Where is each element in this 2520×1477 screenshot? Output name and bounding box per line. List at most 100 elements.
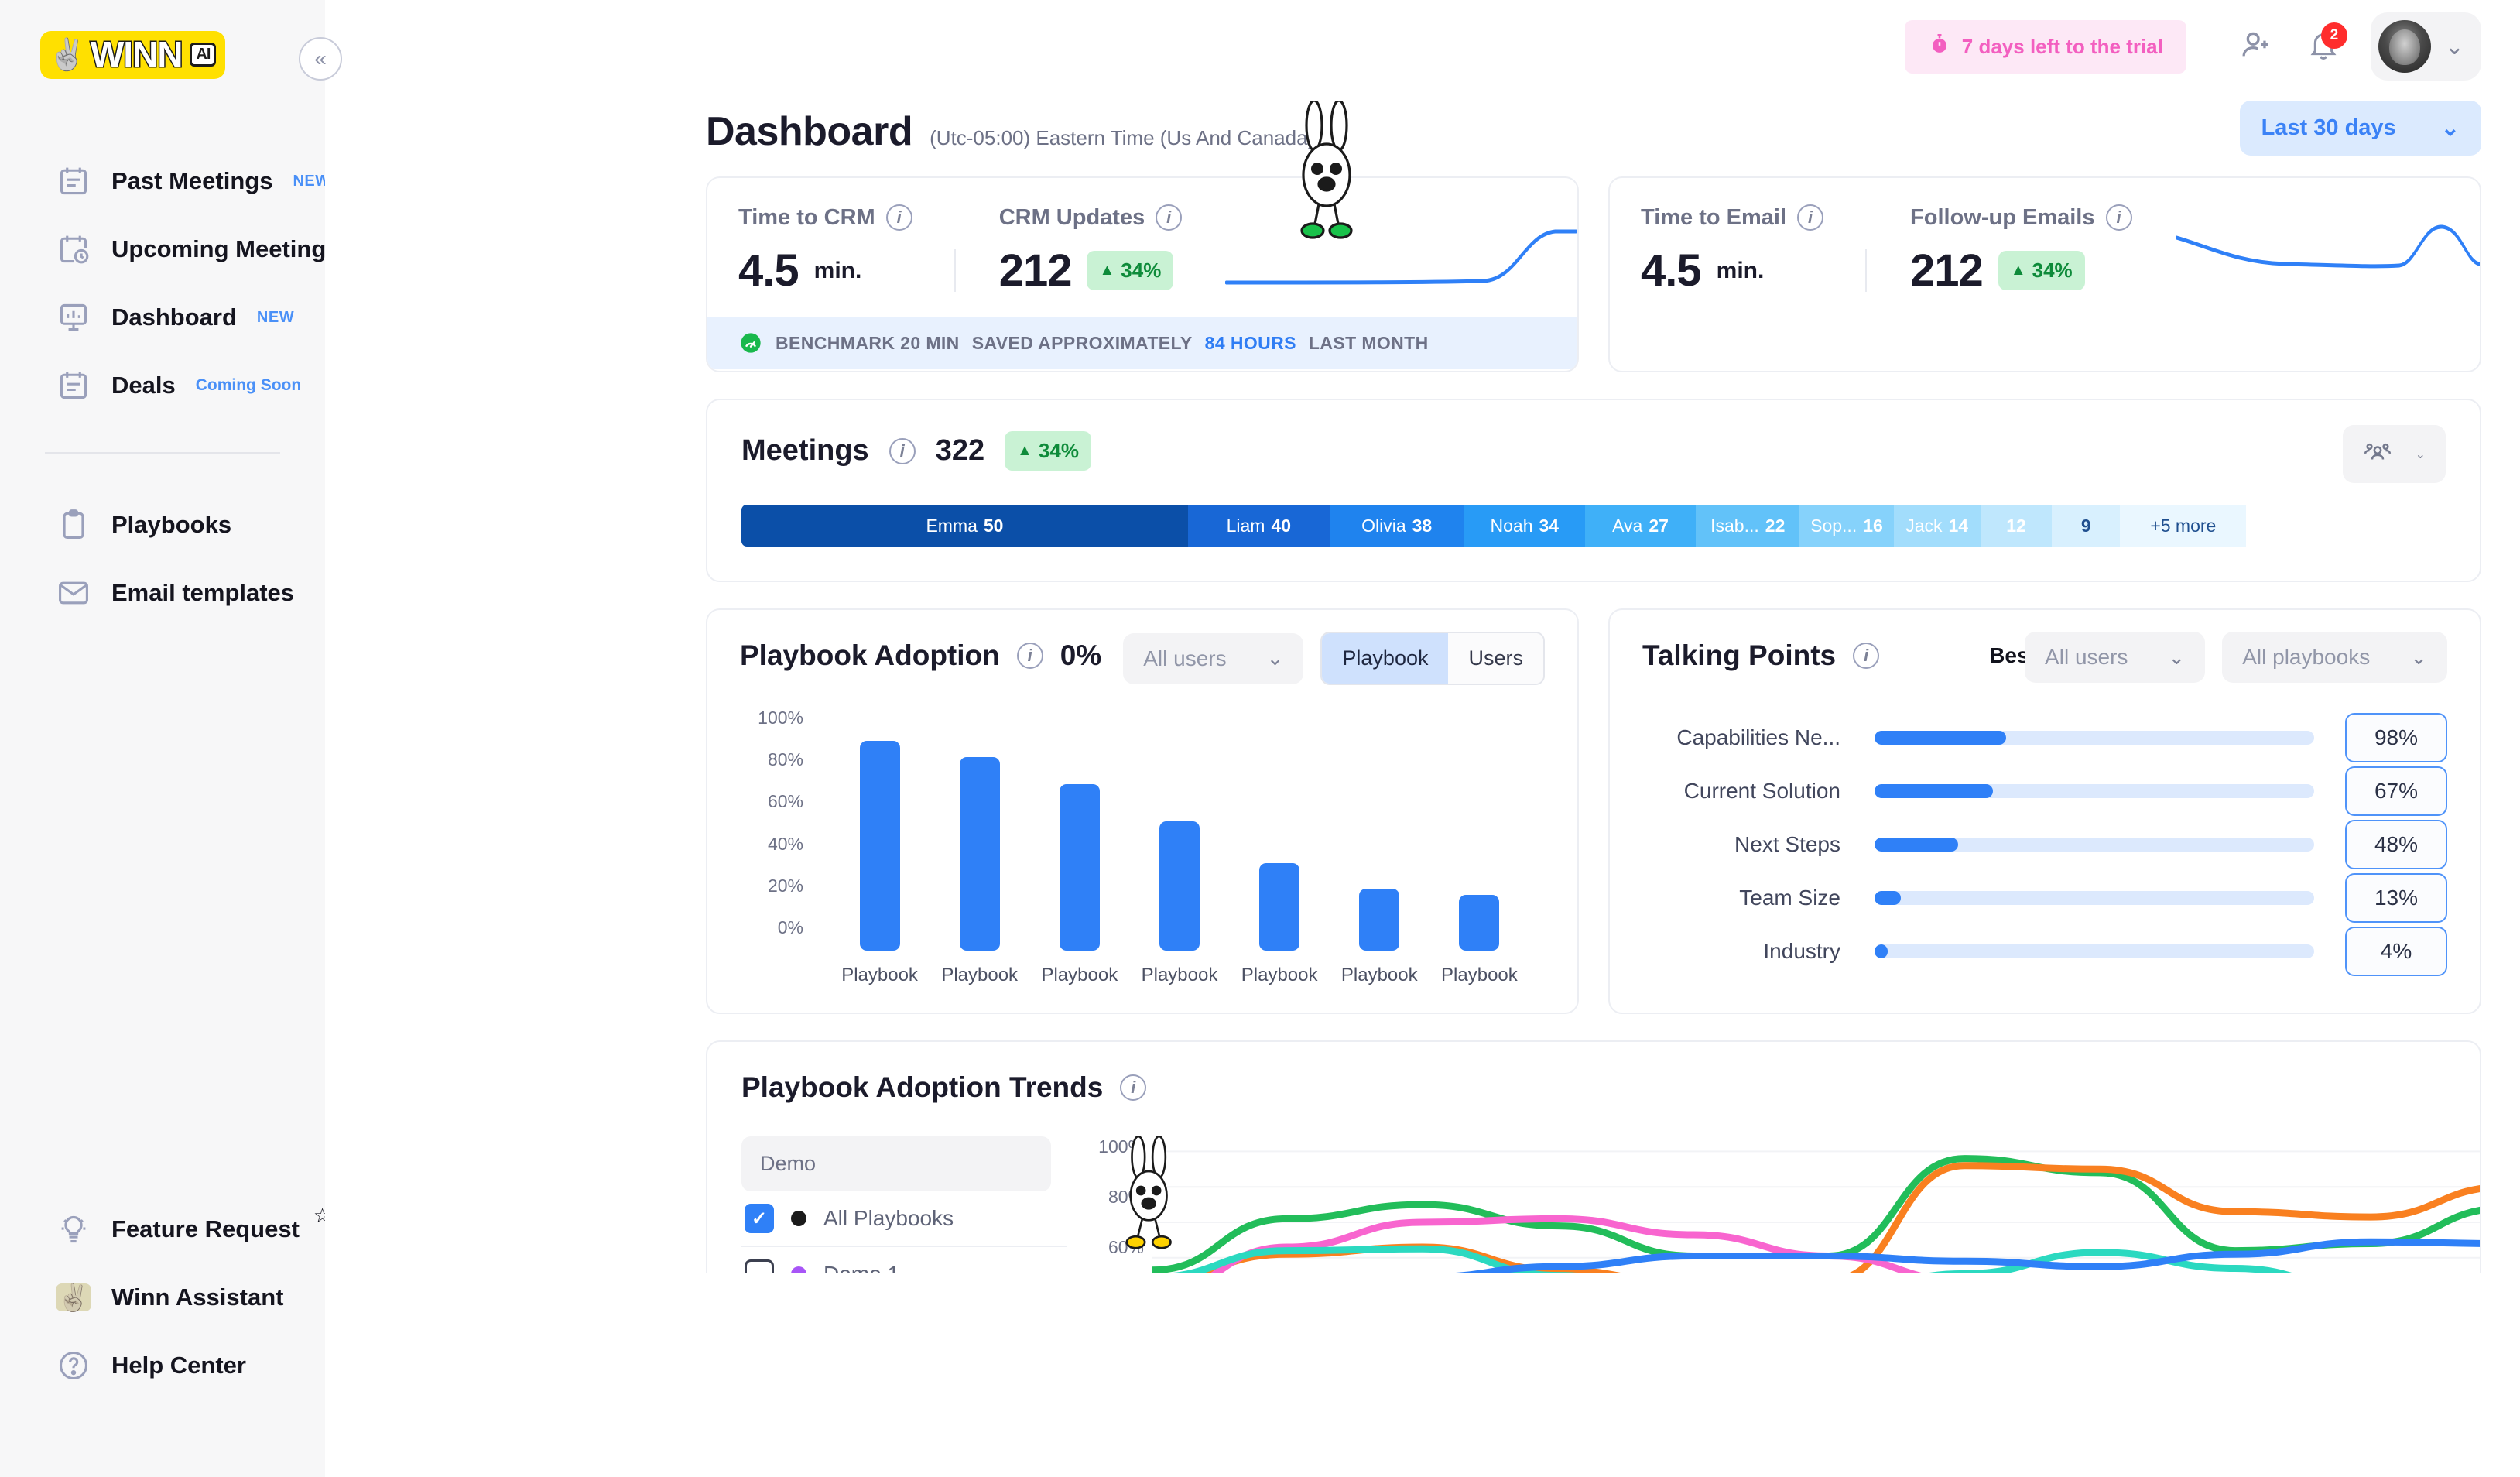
sidebar-item-help-center[interactable]: Help Center	[0, 1331, 325, 1400]
playbook-adoption-trends-card: Playbook Adoption Trends i ✓ All Playbook…	[706, 1040, 2481, 1273]
kpi-value: 212	[998, 245, 1073, 296]
talking-point-value[interactable]: 48%	[2345, 819, 2447, 869]
meetings-segment[interactable]: 9	[2052, 505, 2121, 547]
talking-points-list: Capabilities Ne... 98% Current Solution 67%…	[1642, 711, 2447, 978]
playbook-user-filter[interactable]: All users ⌄	[1123, 632, 1304, 684]
info-icon[interactable]: i	[1120, 1074, 1147, 1101]
toggle-option-playbook[interactable]: Playbook	[1322, 633, 1449, 684]
meetings-segment[interactable]: Jack 14	[1893, 505, 1981, 547]
notification-count-badge: 2	[2320, 22, 2347, 49]
meetings-segment[interactable]: Ava 27	[1584, 505, 1697, 547]
brand-name: WINN	[89, 33, 184, 76]
info-icon[interactable]: i	[1156, 204, 1183, 231]
sidebar-collapse-button[interactable]: «	[299, 37, 342, 81]
talking-points-playbook-filter[interactable]: All playbooks ⌄	[2222, 632, 2447, 683]
sidebar-item-past-meetings[interactable]: Past Meetings NEW	[0, 147, 330, 215]
meetings-segment[interactable]: Isab... 22	[1696, 505, 1800, 547]
sidebar-badge: Coming Soon	[195, 376, 302, 394]
info-icon[interactable]: i	[1016, 643, 1043, 669]
sidebar-item-email-templates[interactable]: Email templates	[0, 559, 325, 627]
account-menu-button[interactable]: ⌄	[2370, 12, 2481, 81]
meetings-segment[interactable]: 12	[1980, 505, 2053, 547]
bar-column[interactable]: Playbook	[1033, 784, 1126, 986]
legend-checkbox[interactable]: ✓	[745, 1204, 774, 1233]
info-icon[interactable]: i	[1853, 643, 1880, 669]
info-icon[interactable]: i	[885, 204, 912, 231]
brand-logo[interactable]: ✌ WINN AI	[0, 0, 325, 93]
bar-column[interactable]: Playbook	[1333, 888, 1426, 986]
sidebar-badge: NEW	[293, 172, 330, 190]
talking-point-value[interactable]: 98%	[2345, 712, 2447, 762]
legend-color-dot	[791, 1266, 806, 1273]
meetings-segment[interactable]: Emma 50	[741, 505, 1188, 547]
sidebar-item-feature-request[interactable]: Feature Request ☆ NEW	[0, 1195, 389, 1263]
brand-ai-chip: AI	[190, 42, 217, 67]
talking-point-row: Next Steps 48%	[1642, 817, 2447, 871]
calendar-clock-icon	[56, 231, 91, 267]
meetings-segment[interactable]: Sop... 16	[1799, 505, 1894, 547]
bar-column[interactable]: Playbook	[1133, 821, 1226, 986]
triangle-up-icon: ▲	[1099, 262, 1115, 279]
calendar-icon	[56, 368, 91, 403]
email-sparkline	[2175, 204, 2480, 296]
sidebar-item-deals[interactable]: Deals Coming Soon	[0, 351, 325, 420]
meetings-segment[interactable]: Liam 40	[1187, 505, 1330, 547]
trends-chart: 100%80%60%40%20%	[1067, 1136, 2480, 1273]
info-icon[interactable]: i	[2105, 204, 2132, 231]
add-user-button[interactable]	[2230, 19, 2284, 74]
meetings-segment[interactable]: Noah 34	[1464, 505, 1585, 547]
bar	[1159, 821, 1200, 951]
legend-label: Demo 1	[823, 1262, 899, 1273]
meetings-people-filter[interactable]: ⌄	[2342, 425, 2446, 483]
talking-point-label: Team Size	[1739, 885, 1840, 910]
legend-color-dot	[791, 1211, 806, 1226]
sidebar-item-upcoming-meetings[interactable]: Upcoming Meetings	[0, 215, 340, 283]
trends-line-chart-svg	[1148, 1150, 2480, 1273]
chart-monitor-icon	[56, 300, 91, 335]
legend-item[interactable]: Demo 1	[741, 1247, 1067, 1273]
meetings-delta-badge: ▲ 34%	[1005, 431, 1091, 471]
y-tick-label: 0%	[777, 917, 803, 937]
talking-point-value[interactable]: 13%	[2345, 872, 2447, 923]
talking-point-row: Capabilities Ne... 98%	[1642, 711, 2447, 764]
kpi-delta-value: 34%	[2032, 259, 2073, 282]
bar-column[interactable]: Playbook	[1233, 862, 1326, 986]
benchmark-hours: 84 HOURS	[1204, 332, 1296, 353]
bar	[1259, 862, 1300, 951]
legend-item[interactable]: ✓ All Playbooks	[741, 1191, 1067, 1247]
y-tick-label: 80%	[767, 749, 803, 770]
bar-column[interactable]: Playbook	[933, 756, 1026, 986]
bar	[959, 756, 1000, 951]
toggle-option-users[interactable]: Users	[1448, 633, 1543, 684]
talking-points-user-filter[interactable]: All users ⌄	[2025, 632, 2206, 683]
page-header: Dashboard (Utc-05:00) Eastern Time (Us A…	[325, 93, 2520, 156]
meetings-segment[interactable]: Olivia 38	[1329, 505, 1464, 547]
legend-checkbox[interactable]	[745, 1259, 774, 1273]
y-tick-label: 60%	[1108, 1237, 1144, 1257]
talking-point-label: Next Steps	[1734, 831, 1840, 856]
meetings-segment[interactable]: +5 more	[2120, 505, 2247, 547]
kpi-value: 4.5	[1641, 245, 1702, 296]
playbook-search-input[interactable]	[741, 1136, 1051, 1191]
talking-point-track	[1875, 837, 2314, 852]
talking-point-value[interactable]: 4%	[2345, 926, 2447, 976]
sidebar-item-winn-assistant[interactable]: ✌ Winn Assistant	[0, 1263, 325, 1331]
kpi-crm-updates: CRM Updates i 212 ▲ 34%	[956, 204, 1226, 296]
main-content: 7 days left to the trial 2	[325, 0, 2520, 1477]
bar-column[interactable]: Playbook	[834, 740, 926, 986]
info-icon[interactable]: i	[889, 437, 916, 464]
talking-point-row: Current Solution 67%	[1642, 764, 2447, 817]
sidebar-item-playbooks[interactable]: Playbooks	[0, 491, 325, 559]
notifications-button[interactable]: 2	[2296, 19, 2351, 74]
talking-point-value[interactable]: 67%	[2345, 766, 2447, 816]
crm-sparkline	[1225, 204, 1577, 296]
trial-badge[interactable]: 7 days left to the trial	[1904, 19, 2186, 74]
benchmark-mid: SAVED APPROXIMATELY	[971, 332, 1193, 353]
sidebar-item-label: Past Meetings	[111, 167, 273, 194]
talking-point-label: Industry	[1763, 938, 1840, 963]
bar-column[interactable]: Playbook	[1433, 895, 1525, 986]
triangle-up-icon: ▲	[2010, 262, 2026, 279]
sidebar-item-dashboard[interactable]: Dashboard NEW	[0, 283, 325, 351]
info-icon[interactable]: i	[1797, 204, 1824, 231]
date-range-select[interactable]: Last 30 days ⌄	[2239, 101, 2481, 156]
